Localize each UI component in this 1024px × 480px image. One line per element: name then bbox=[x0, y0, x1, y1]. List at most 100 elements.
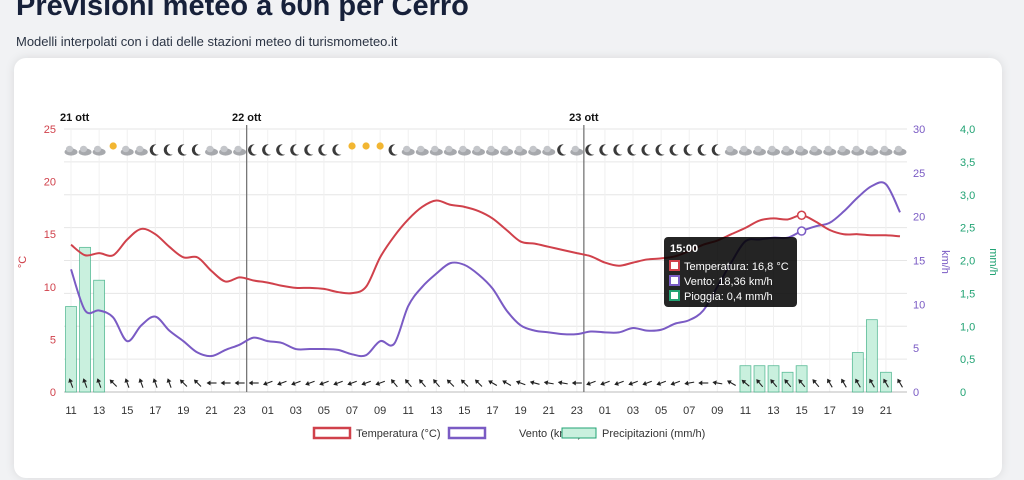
moon-shape bbox=[672, 144, 683, 155]
legend-item[interactable]: Temperatura (°C) bbox=[312, 426, 440, 440]
wind-arrow-icon bbox=[96, 378, 102, 388]
wind-axis-label: km/h bbox=[939, 250, 951, 274]
arrow-head bbox=[557, 380, 563, 386]
rain-axis-tick: 1,0 bbox=[960, 321, 975, 333]
cloud-shape bbox=[417, 145, 425, 153]
arrow-head bbox=[405, 379, 410, 384]
arrow-head bbox=[586, 380, 591, 386]
temp-axis-tick: 20 bbox=[44, 177, 56, 189]
wind-arrow-icon bbox=[166, 378, 172, 388]
arrow-head bbox=[166, 378, 172, 383]
wind-arrow-icon bbox=[741, 379, 750, 387]
moon-icon bbox=[149, 144, 164, 156]
arrow-head bbox=[614, 380, 619, 386]
moon-shape bbox=[700, 144, 712, 155]
cloud-icon bbox=[233, 145, 247, 156]
arrow-head bbox=[333, 380, 338, 386]
cloud-icon bbox=[429, 145, 443, 156]
rain-bar bbox=[865, 319, 878, 393]
arrow-head bbox=[319, 380, 324, 386]
cloud-icon bbox=[92, 145, 106, 156]
arrow-head bbox=[305, 380, 310, 386]
cloud-icon bbox=[528, 145, 542, 156]
cloud-shape bbox=[515, 145, 523, 153]
cloud-shape bbox=[79, 145, 88, 153]
x-tick-label: 13 bbox=[767, 405, 779, 417]
cloud-shape bbox=[206, 145, 214, 153]
wind-arrow-icon bbox=[474, 379, 483, 387]
legend-label: Temperatura (°C) bbox=[356, 428, 440, 440]
x-tick-label: 23 bbox=[571, 405, 583, 417]
wind-arrow-icon bbox=[220, 380, 231, 386]
cloud-shape bbox=[459, 145, 467, 153]
x-tick-label: 11 bbox=[740, 405, 751, 417]
cloud-shape bbox=[431, 145, 439, 153]
cloud-icon bbox=[401, 145, 415, 156]
arrow-head bbox=[798, 379, 803, 384]
cloud-icon bbox=[781, 145, 795, 156]
cloud-icon bbox=[542, 145, 556, 156]
wind-arrow-icon bbox=[390, 379, 398, 388]
x-tick-label: 01 bbox=[262, 405, 274, 417]
cloud-shape bbox=[571, 145, 579, 153]
wind-axis-tick: 15 bbox=[913, 256, 925, 268]
arrow-head bbox=[600, 380, 605, 386]
wind-arrow-icon bbox=[855, 378, 861, 388]
tooltip-line: Vento: 18,36 km/h bbox=[684, 276, 773, 288]
moon-shape bbox=[588, 144, 599, 155]
wind-arrow-icon bbox=[405, 379, 412, 388]
rain-bar bbox=[93, 279, 106, 393]
wind-arrow-icon bbox=[419, 379, 426, 388]
arrow-head bbox=[515, 380, 521, 386]
moon-shape bbox=[602, 144, 613, 155]
arrow-head bbox=[109, 379, 115, 385]
cloud-icon bbox=[514, 145, 528, 156]
rain-axis-tick: 0 bbox=[960, 387, 966, 399]
x-tick-label: 17 bbox=[149, 405, 161, 417]
wind-arrow-icon bbox=[488, 380, 498, 386]
cloud-shape bbox=[782, 145, 790, 153]
cloud-shape bbox=[234, 145, 242, 153]
wind-arrow-icon bbox=[586, 380, 596, 386]
moon-icon bbox=[599, 144, 613, 156]
rain-bar bbox=[767, 365, 780, 393]
moon-shape bbox=[251, 144, 262, 155]
arrow-head bbox=[628, 380, 633, 386]
legend-item[interactable]: Precipitazioni (mm/h) bbox=[561, 427, 705, 440]
arrow-head bbox=[124, 378, 130, 383]
arrow-head bbox=[827, 378, 832, 384]
arrow-head bbox=[375, 380, 381, 386]
moon-icon bbox=[613, 144, 627, 156]
rain-bar bbox=[851, 352, 864, 393]
wind-arrow-icon bbox=[543, 380, 554, 386]
cloud-icon bbox=[752, 145, 766, 156]
tooltip-line: Temperatura: 16,8 °C bbox=[684, 261, 789, 273]
cloud-shape bbox=[852, 145, 860, 153]
rain-bar bbox=[65, 306, 77, 393]
x-tick-label: 09 bbox=[711, 405, 723, 417]
wind-arrow-icon bbox=[656, 380, 667, 386]
wind-arrow-icon bbox=[124, 378, 130, 388]
wind-arrow-icon bbox=[305, 380, 315, 386]
moon-shape bbox=[391, 144, 402, 155]
arrow-head bbox=[784, 379, 789, 384]
wind-arrow-icon bbox=[827, 378, 833, 388]
cloud-icon bbox=[893, 145, 907, 156]
forecast-card bbox=[14, 58, 1002, 478]
day-label: 23 ott bbox=[569, 112, 599, 124]
moon-icon bbox=[318, 144, 332, 156]
rain-bar bbox=[79, 246, 91, 393]
cloud-shape bbox=[136, 145, 144, 153]
moon-shape bbox=[307, 144, 318, 155]
x-tick-label: 15 bbox=[796, 405, 808, 417]
cloud-shape bbox=[810, 145, 818, 153]
x-tick-label: 07 bbox=[346, 405, 358, 417]
wind-arrow-icon bbox=[193, 379, 202, 387]
rain-axis-label: mm/h bbox=[987, 248, 999, 276]
tooltip-title: 15:00 bbox=[670, 243, 698, 255]
cloud-shape bbox=[529, 145, 537, 153]
cloud-shape bbox=[880, 145, 889, 153]
legend-label: Precipitazioni (mm/h) bbox=[602, 428, 705, 440]
cloud-icon bbox=[486, 145, 500, 156]
